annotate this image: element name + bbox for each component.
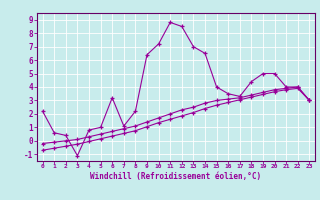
X-axis label: Windchill (Refroidissement éolien,°C): Windchill (Refroidissement éolien,°C) [91,172,261,181]
